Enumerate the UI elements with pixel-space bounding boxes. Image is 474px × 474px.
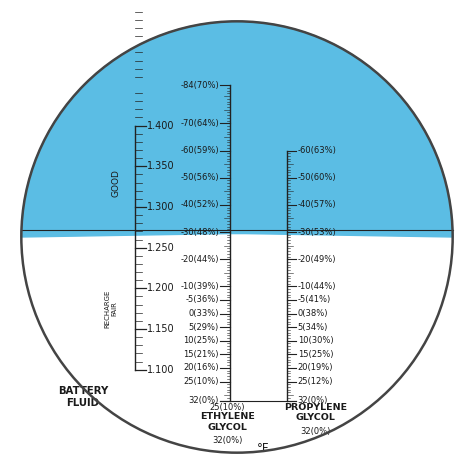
Text: -40(57%): -40(57%) (298, 201, 336, 210)
Text: 1.100: 1.100 (147, 365, 175, 375)
Text: 5(34%): 5(34%) (298, 323, 328, 332)
Text: 32(0%): 32(0%) (300, 427, 330, 436)
Polygon shape (21, 21, 453, 237)
Text: -10(44%): -10(44%) (298, 282, 336, 291)
Text: 20(16%): 20(16%) (183, 364, 219, 373)
Text: -60(59%): -60(59%) (181, 146, 219, 155)
Text: 25(12%): 25(12%) (298, 377, 333, 386)
Text: 0(33%): 0(33%) (189, 309, 219, 318)
Text: BATTERY
FLUID: BATTERY FLUID (58, 386, 108, 408)
Text: PROPYLENE
GLYCOL: PROPYLENE GLYCOL (283, 403, 347, 422)
Text: RECHARGE: RECHARGE (105, 290, 110, 328)
Text: -60(63%): -60(63%) (298, 146, 337, 155)
Text: 32(0%): 32(0%) (298, 396, 328, 405)
Text: -20(49%): -20(49%) (298, 255, 336, 264)
Text: GOOD: GOOD (112, 169, 120, 197)
Text: -50(56%): -50(56%) (181, 173, 219, 182)
Text: -10(39%): -10(39%) (181, 282, 219, 291)
Text: -20(44%): -20(44%) (181, 255, 219, 264)
Text: FAIR: FAIR (112, 301, 118, 316)
Text: -30(48%): -30(48%) (180, 228, 219, 237)
Text: ETHYLENE
GLYCOL: ETHYLENE GLYCOL (200, 412, 255, 432)
Text: -5(36%): -5(36%) (185, 295, 219, 304)
Text: 1.150: 1.150 (147, 324, 175, 334)
Text: 15(21%): 15(21%) (183, 350, 219, 359)
Text: 15(25%): 15(25%) (298, 350, 333, 359)
Text: 1.200: 1.200 (147, 283, 175, 293)
Text: -70(64%): -70(64%) (180, 119, 219, 128)
Text: 10(30%): 10(30%) (298, 336, 333, 345)
Text: -5(41%): -5(41%) (298, 295, 331, 304)
Text: 20(19%): 20(19%) (298, 364, 333, 373)
Text: -84(70%): -84(70%) (180, 81, 219, 90)
Text: 25(10%): 25(10%) (210, 403, 245, 412)
Text: 1.400: 1.400 (147, 120, 175, 131)
Text: 5(29%): 5(29%) (189, 323, 219, 332)
Text: 10(25%): 10(25%) (183, 336, 219, 345)
Text: 32(0%): 32(0%) (212, 436, 243, 445)
Circle shape (21, 21, 453, 453)
Text: °F: °F (257, 442, 269, 455)
Text: -40(52%): -40(52%) (181, 201, 219, 210)
Text: -50(60%): -50(60%) (298, 173, 336, 182)
Text: 0(38%): 0(38%) (298, 309, 328, 318)
Text: 1.300: 1.300 (147, 202, 175, 212)
Text: -30(53%): -30(53%) (298, 228, 337, 237)
Text: 1.350: 1.350 (147, 161, 175, 171)
Text: 32(0%): 32(0%) (189, 396, 219, 405)
Text: 1.250: 1.250 (147, 243, 175, 253)
Text: 25(10%): 25(10%) (183, 377, 219, 386)
